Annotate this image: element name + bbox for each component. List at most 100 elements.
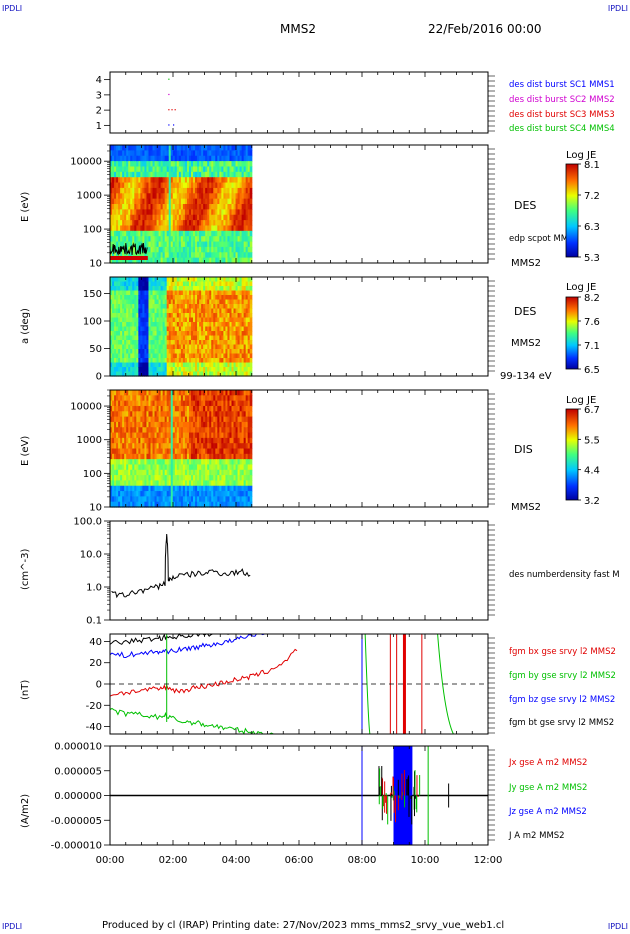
- heat-cell-dis-energy: [166, 390, 170, 396]
- heat-cell-dis-energy: [245, 480, 249, 487]
- heat-cell-des-pitch: [195, 290, 198, 296]
- heat-cell-dis-energy: [199, 390, 202, 396]
- heat-cell-des-pitch: [205, 367, 208, 373]
- heat-cell-dis-energy: [174, 437, 178, 444]
- heat-cell-des-energy: [188, 161, 192, 168]
- heat-cell-des-energy: [168, 171, 172, 178]
- heat-cell-des-energy: [154, 177, 158, 184]
- corner-label-top-right: IPDLI: [607, 4, 628, 13]
- heat-cell-des-energy: [195, 161, 198, 168]
- heat-cell-des-energy: [227, 209, 231, 216]
- heat-cell-des-energy: [233, 225, 237, 232]
- heat-cell-dis-energy: [205, 390, 208, 396]
- heat-cell-dis-energy: [154, 485, 158, 492]
- heat-cell-des-energy: [180, 161, 184, 168]
- heat-cell-des-energy: [164, 236, 168, 243]
- heat-cell-dis-energy: [197, 448, 200, 455]
- heat-cell-dis-energy: [160, 405, 164, 412]
- heat-cell-dis-energy: [154, 480, 158, 487]
- heat-cell-dis-energy: [156, 464, 160, 471]
- heat-cell-dis-energy: [249, 405, 253, 412]
- heat-cell-des-energy: [188, 246, 192, 253]
- heat-cell-des-pitch: [172, 371, 176, 377]
- heat-cell-des-pitch: [128, 335, 131, 341]
- heat-cell-des-pitch: [152, 371, 156, 377]
- heat-cell-des-pitch: [110, 358, 113, 364]
- heat-cell-des-pitch: [239, 340, 243, 346]
- heat-cell-dis-energy: [110, 400, 113, 407]
- heat-cell-dis-energy: [182, 491, 186, 497]
- heat-cell-des-pitch: [239, 290, 243, 296]
- heat-cell-des-pitch: [231, 286, 235, 292]
- heat-cell-des-pitch: [116, 308, 119, 314]
- heat-cell-des-energy: [146, 187, 150, 194]
- heat-cell-des-pitch: [221, 353, 224, 359]
- heat-cell-dis-energy: [199, 485, 202, 492]
- heat-cell-des-pitch: [217, 308, 220, 314]
- heat-cell-des-energy: [241, 150, 245, 157]
- heat-cell-des-pitch: [120, 335, 123, 341]
- heat-cell-des-energy: [114, 161, 117, 168]
- heat-cell-dis-energy: [114, 421, 117, 428]
- heat-cell-des-pitch: [182, 326, 186, 332]
- heat-cell-des-pitch: [223, 335, 227, 341]
- heat-cell-des-energy: [199, 171, 202, 178]
- heat-cell-des-pitch: [166, 335, 170, 341]
- heat-cell-des-energy: [243, 252, 247, 259]
- heat-cell-des-pitch: [188, 286, 192, 292]
- heat-cell-des-pitch: [239, 353, 243, 359]
- heat-cell-des-pitch: [156, 313, 160, 319]
- heat-cell-des-energy: [191, 145, 194, 151]
- heat-cell-dis-energy: [140, 432, 143, 439]
- heat-cell-des-pitch: [142, 308, 146, 314]
- heat-cell-des-pitch: [239, 277, 243, 283]
- heat-cell-dis-energy: [144, 469, 148, 476]
- burst-point: [168, 124, 170, 126]
- heat-cell-des-pitch: [134, 362, 137, 368]
- heat-cell-des-pitch: [193, 290, 196, 296]
- heat-cell-des-energy: [217, 155, 220, 162]
- heat-cell-dis-energy: [134, 501, 137, 508]
- heat-cell-des-energy: [199, 230, 202, 237]
- heat-cell-des-energy: [144, 214, 148, 221]
- heat-cell-des-energy: [221, 204, 224, 210]
- heat-cell-des-energy: [136, 204, 139, 210]
- heat-cell-des-pitch: [128, 349, 131, 355]
- heat-cell-des-energy: [227, 150, 231, 157]
- heat-cell-des-energy: [197, 214, 200, 221]
- heat-cell-des-energy: [174, 155, 178, 162]
- heat-cell-des-pitch: [120, 326, 123, 332]
- heat-cell-dis-energy: [219, 437, 222, 444]
- heat-cell-des-pitch: [140, 349, 143, 355]
- heat-cell-dis-energy: [116, 432, 119, 439]
- heat-cell-dis-energy: [184, 459, 188, 466]
- heat-cell-dis-energy: [247, 432, 251, 439]
- heat-cell-des-energy: [114, 257, 117, 264]
- heat-cell-dis-energy: [144, 390, 148, 396]
- heat-cell-des-pitch: [243, 322, 247, 328]
- heat-cell-des-energy: [237, 145, 241, 151]
- heat-cell-des-energy: [154, 241, 158, 248]
- heat-cell-dis-energy: [186, 400, 190, 407]
- heat-cell-des-pitch: [188, 358, 192, 364]
- heat-cell-des-pitch: [166, 290, 170, 296]
- heat-cell-dis-energy: [136, 405, 139, 412]
- heat-cell-dis-energy: [118, 437, 121, 444]
- heat-cell-des-pitch: [158, 371, 162, 377]
- heat-cell-des-pitch: [176, 295, 180, 301]
- heat-cell-dis-energy: [146, 427, 150, 434]
- heat-cell-des-pitch: [158, 308, 162, 314]
- heat-cell-des-energy: [227, 182, 231, 189]
- heat-cell-dis-energy: [126, 480, 129, 487]
- heat-cell-des-pitch: [178, 340, 182, 346]
- heat-cell-des-energy: [118, 241, 121, 248]
- heat-cell-dis-energy: [180, 432, 184, 439]
- heat-cell-dis-energy: [249, 411, 253, 418]
- heat-cell-des-pitch: [156, 353, 160, 359]
- heat-cell-des-pitch: [182, 304, 186, 310]
- heat-cell-des-pitch: [148, 331, 152, 337]
- heat-cell-des-pitch: [195, 286, 198, 292]
- heat-cell-des-pitch: [243, 277, 247, 283]
- heat-cell-des-pitch: [245, 295, 249, 301]
- heat-cell-dis-energy: [156, 453, 160, 460]
